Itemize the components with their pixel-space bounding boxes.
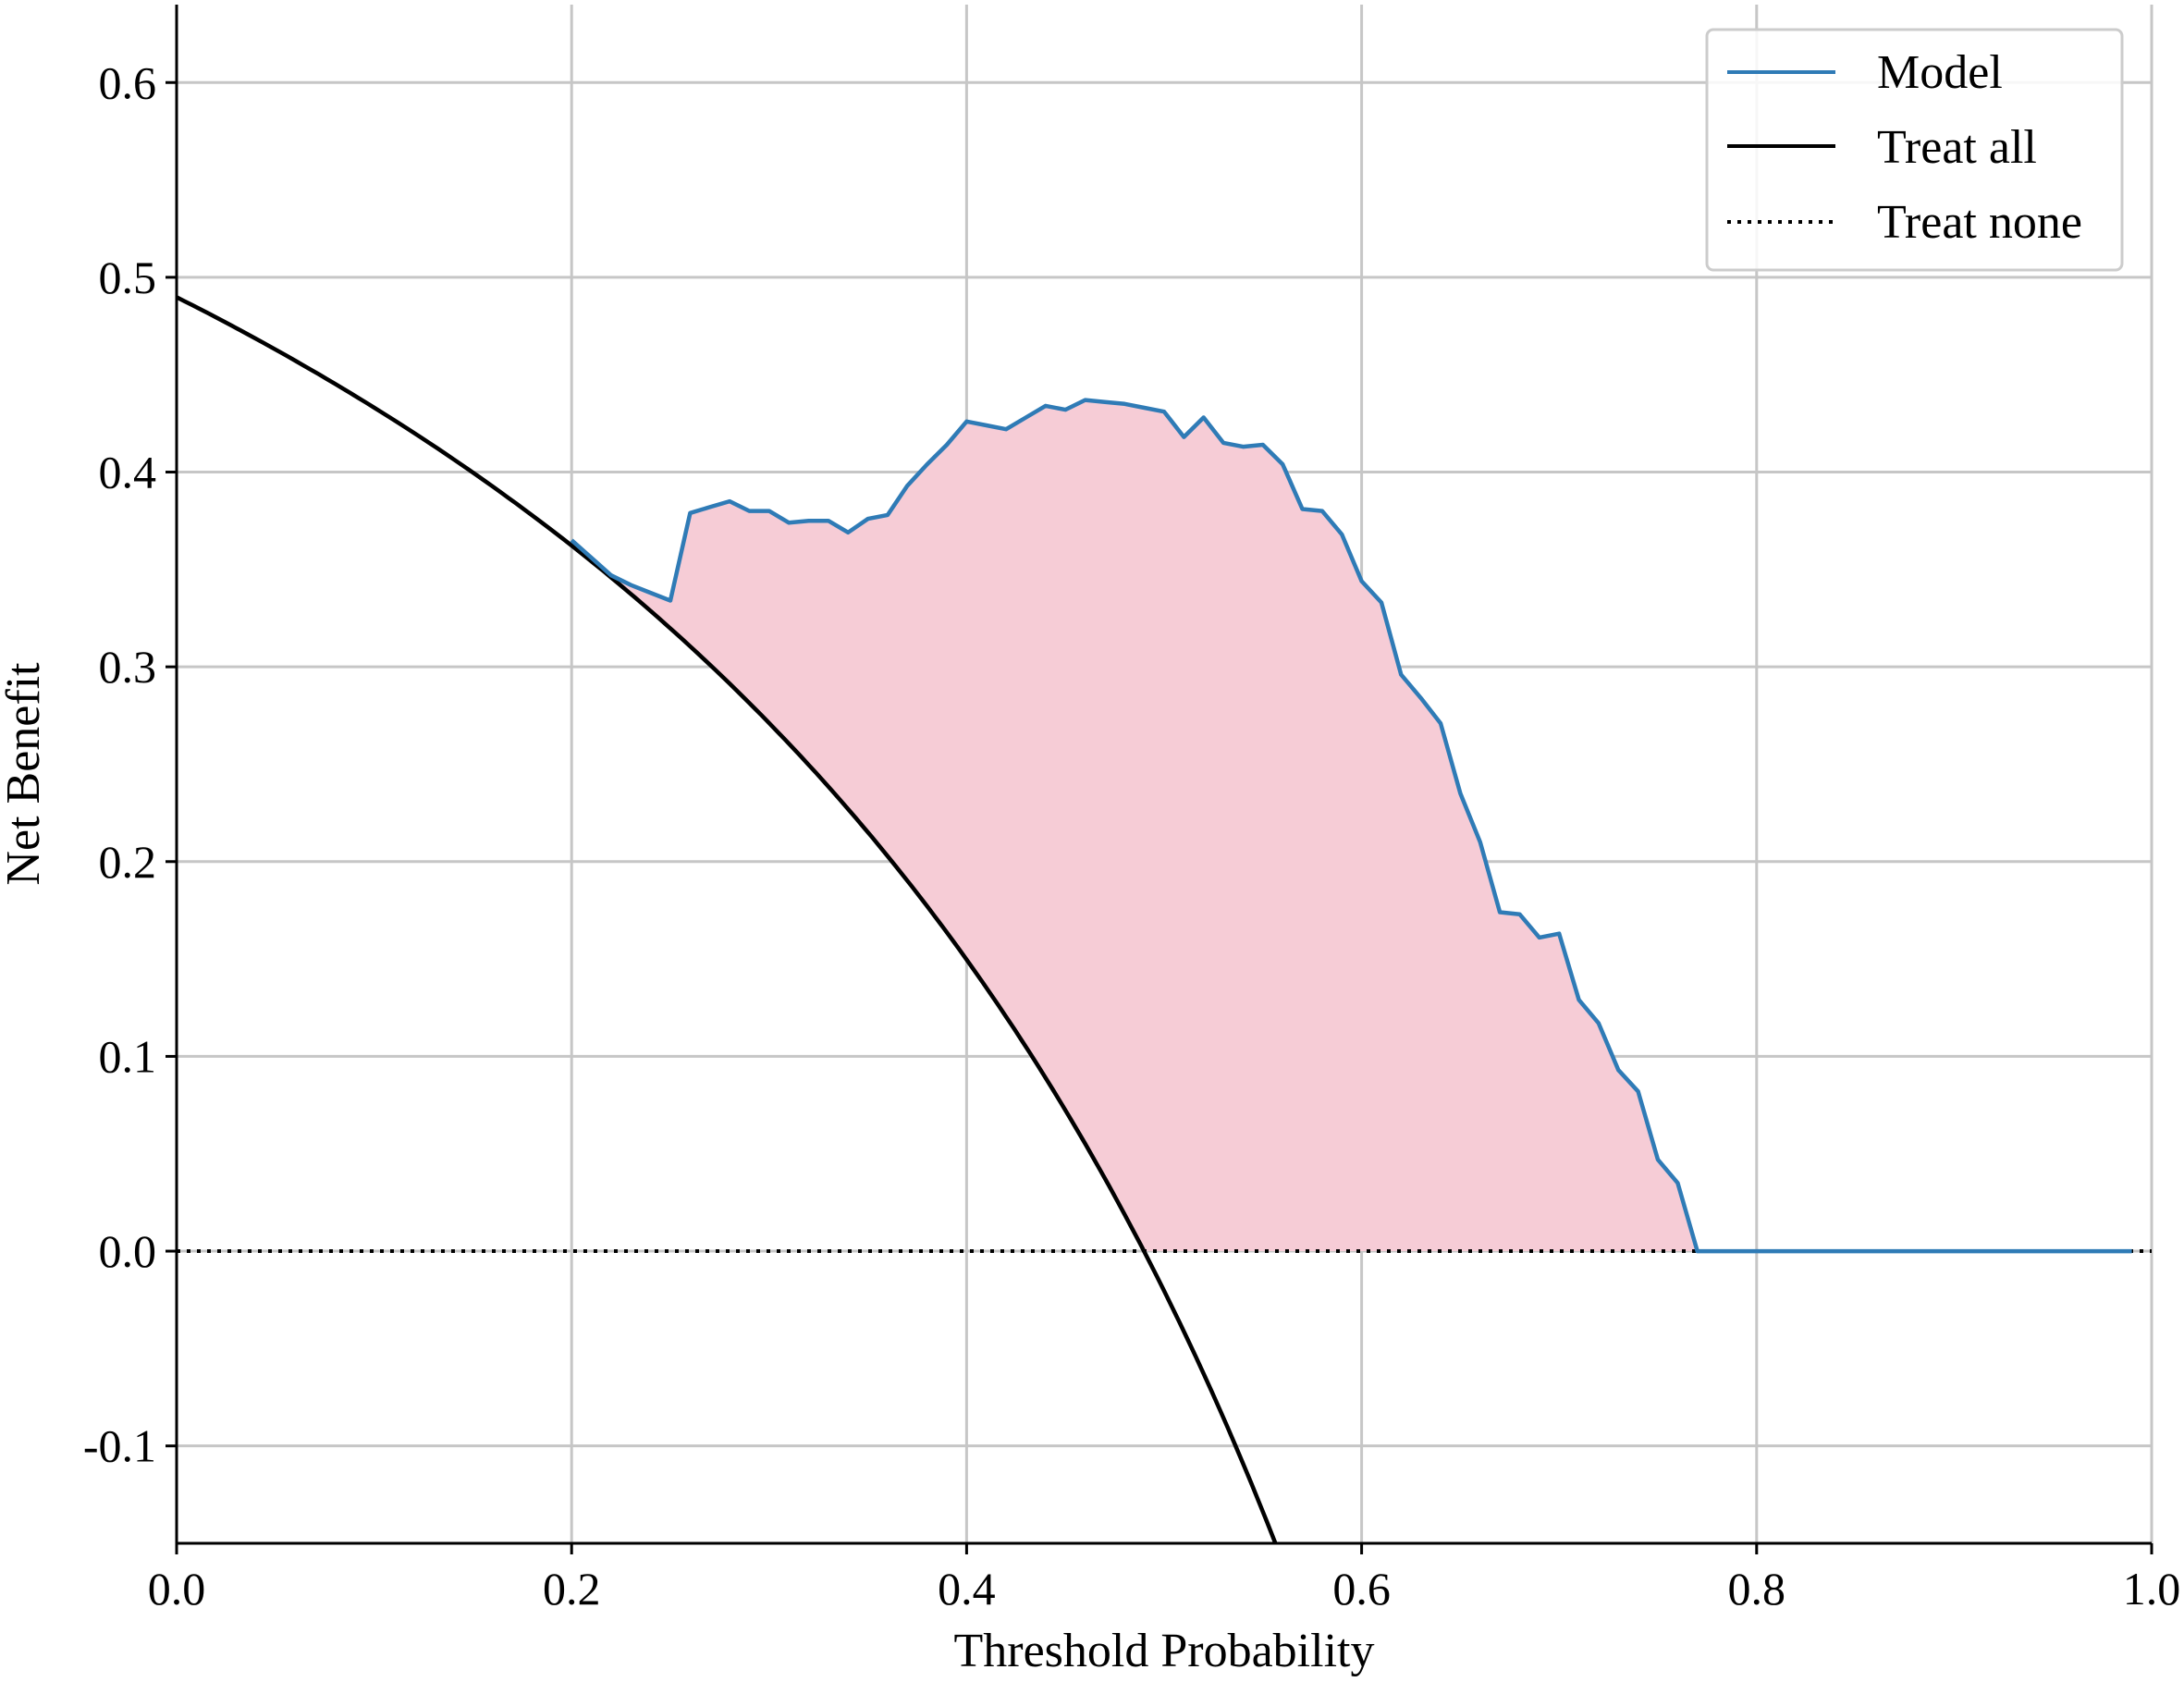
net-benefit-fill: [571, 399, 2132, 1252]
legend: Model Treat all Treat none: [1705, 28, 2124, 272]
y-tick-label: 0.4: [99, 447, 157, 498]
legend-label-treat-all: Treat all: [1877, 121, 2037, 174]
x-tick-label: 0.6: [1332, 1563, 1391, 1614]
axes: [166, 5, 2153, 1554]
benefit-fill-area: [571, 399, 2132, 1252]
legend-label-treat-none: Treat none: [1877, 196, 2082, 249]
model-line: [570, 398, 2132, 1254]
y-tick-label: 0.1: [99, 1030, 157, 1082]
x-tick-label: 0.8: [1728, 1563, 1786, 1614]
y-tick-label: -0.1: [83, 1420, 156, 1472]
y-tick-label: 0.6: [99, 56, 157, 108]
legend-box: [1705, 28, 2124, 272]
x-tick-label: 0.0: [148, 1563, 206, 1614]
x-tick-label: 1.0: [2123, 1563, 2181, 1614]
tick-labels: 0.0 0.2 0.4 0.6 0.8 1.0 -0.1 0.0 0.1 0.2 0.3 0.4 0.5…: [83, 56, 2180, 1614]
x-tick-label: 0.2: [543, 1563, 601, 1614]
legend-label-model: Model: [1877, 46, 2003, 99]
y-tick-label: 0.3: [99, 641, 157, 693]
y-tick-label: 0.5: [99, 252, 157, 303]
y-tick-label: 0.0: [99, 1225, 157, 1277]
y-tick-label: 0.2: [99, 836, 157, 888]
x-tick-label: 0.4: [938, 1563, 996, 1614]
series-lines: [177, 295, 2152, 1543]
y-axis-label: Net Benefit: [0, 662, 50, 886]
treat-all-line: [177, 295, 1278, 1543]
x-axis-label: Threshold Probability: [954, 1625, 1375, 1677]
